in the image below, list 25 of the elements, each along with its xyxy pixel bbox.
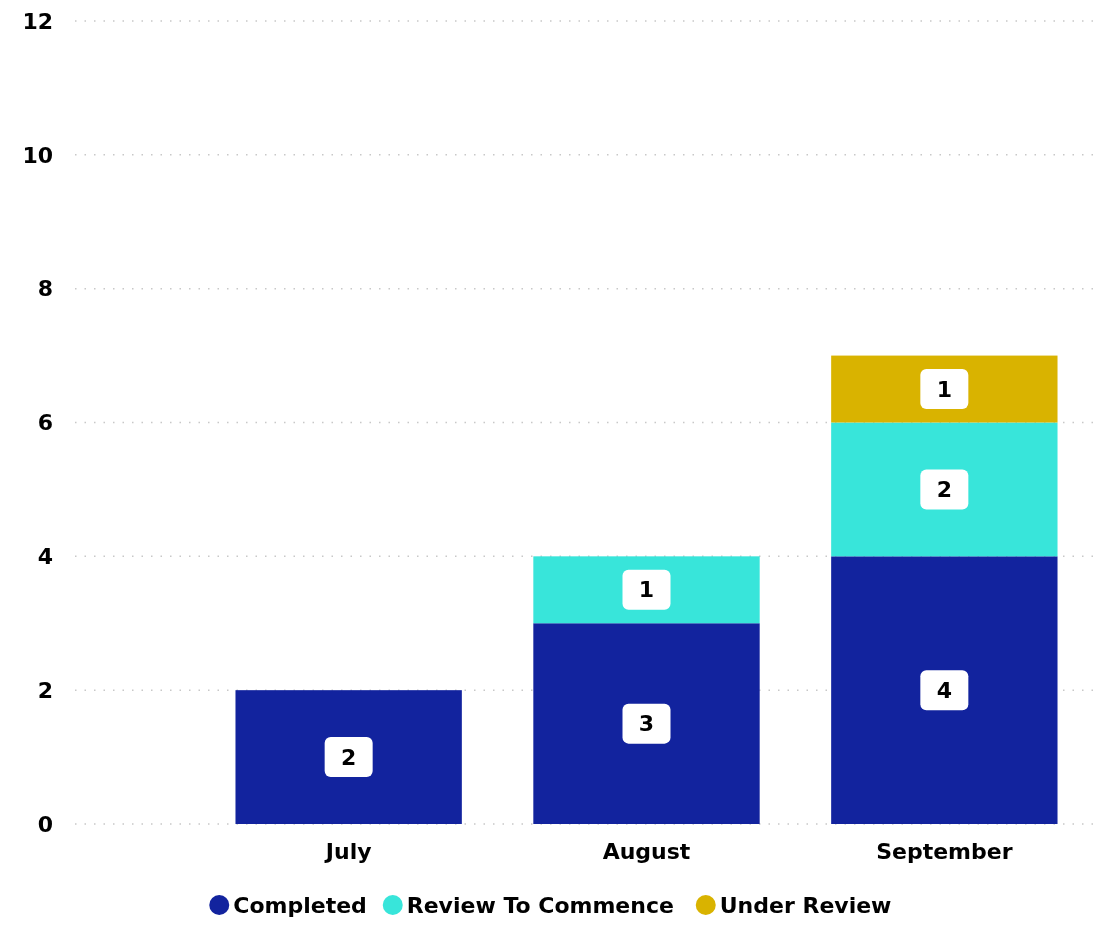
y-tick-label: 8 — [37, 276, 53, 302]
bar — [533, 623, 760, 824]
x-tick-label: July — [323, 839, 372, 864]
legend-label: Review To Commence — [406, 893, 674, 918]
bar — [831, 556, 1058, 824]
bar — [533, 556, 760, 624]
legend-label: Under Review — [719, 893, 892, 918]
data-label: 2 — [936, 477, 952, 503]
y-tick-label: 12 — [22, 8, 53, 34]
x-tick-label: September — [876, 839, 1013, 864]
y-tick-label: 0 — [37, 811, 53, 837]
legend-label: Completed — [233, 893, 367, 918]
bar — [831, 355, 1058, 423]
bar — [831, 422, 1058, 557]
bar — [235, 690, 462, 824]
x-tick-label: August — [602, 839, 691, 864]
data-label: 1 — [936, 376, 952, 402]
y-tick-label: 2 — [37, 677, 53, 703]
y-tick-label: 10 — [22, 142, 53, 168]
y-tick-label: 4 — [37, 544, 53, 570]
y-tick-label: 6 — [37, 410, 53, 436]
data-label: 2 — [341, 744, 357, 770]
data-label: 1 — [638, 577, 655, 603]
data-label: 3 — [638, 711, 655, 737]
data-label: 4 — [936, 677, 952, 703]
